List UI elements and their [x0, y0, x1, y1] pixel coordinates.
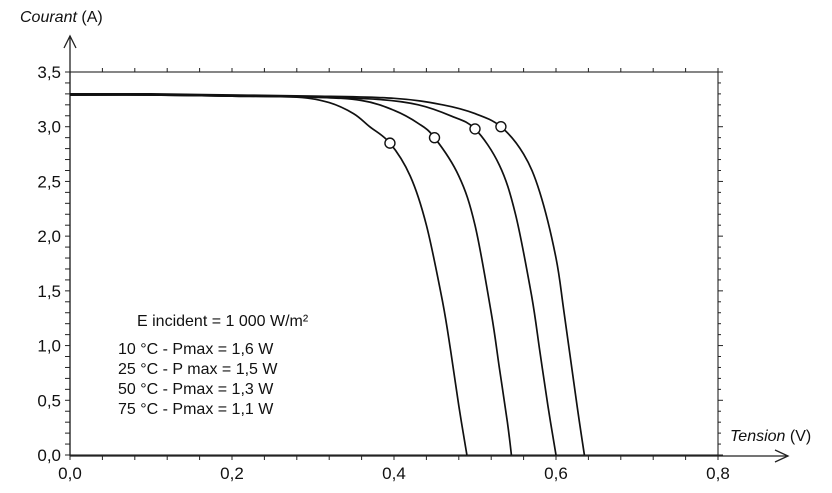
- y-tick-label: 3,5: [37, 63, 61, 82]
- x-axis: 0,0 0,2 0,4 0,6 0,8 Tension (V): [58, 68, 811, 483]
- x-axis-label: Tension: [730, 428, 786, 445]
- x-tick-marks: [69, 68, 719, 460]
- max-power-point-1: [384, 137, 396, 149]
- y-axis: 0,0 0,5 1,0 1,5 2,0 2,5 3,0 3,5 Courant (A): [20, 9, 723, 465]
- max-power-point-3: [469, 123, 481, 135]
- y-tick-label: 0,5: [37, 391, 61, 410]
- x-tick-label: 0,0: [58, 464, 82, 483]
- y-tick-label: 1,0: [37, 337, 61, 356]
- x-tick-label: 0,8: [706, 464, 730, 483]
- y-tick-label: 0,0: [37, 446, 61, 465]
- max-power-markers: [384, 121, 507, 149]
- y-tick-label: 1,5: [37, 282, 61, 301]
- x-axis-title: Tension (V): [730, 428, 811, 445]
- y-tick-labels: 0,0 0,5 1,0 1,5 2,0 2,5 3,0 3,5: [37, 63, 61, 465]
- x-tick-label: 0,6: [544, 464, 568, 483]
- y-tick-label: 2,0: [37, 227, 61, 246]
- x-axis-unit: (V): [790, 428, 811, 445]
- y-axis-title: Courant (A): [20, 9, 103, 26]
- annotation-line-2: 10 °C - Pmax = 1,6 W: [118, 341, 274, 358]
- annotation-line-4: 50 °C - Pmax = 1,3 W: [118, 381, 274, 398]
- annotation-line-5: 75 °C - Pmax = 1,1 W: [118, 401, 274, 418]
- iv-curve-4: [69, 92, 586, 456]
- y-axis-label: Courant: [20, 9, 77, 26]
- y-tick-label: 3,0: [37, 118, 61, 137]
- x-tick-label: 0,4: [382, 464, 406, 483]
- max-power-point-2: [428, 131, 441, 144]
- y-tick-label: 2,5: [37, 172, 61, 191]
- x-axis-arrowhead: [774, 449, 790, 463]
- max-power-point-4: [495, 121, 507, 133]
- x-tick-label: 0,2: [220, 464, 244, 483]
- y-axis-arrowhead: [63, 34, 77, 49]
- annotation-block: E incident = 1 000 W/m² 10 °C - Pmax = 1…: [118, 313, 309, 418]
- y-axis-unit: (A): [81, 9, 102, 26]
- y-tick-marks: [65, 71, 723, 456]
- iv-curve-3: [69, 94, 557, 456]
- x-tick-labels: 0,0 0,2 0,4 0,6 0,8: [58, 464, 730, 483]
- annotation-line-1: E incident = 1 000 W/m²: [137, 313, 309, 330]
- annotation-line-3: 25 °C - P max = 1,5 W: [118, 361, 278, 378]
- iv-curves: [69, 92, 586, 456]
